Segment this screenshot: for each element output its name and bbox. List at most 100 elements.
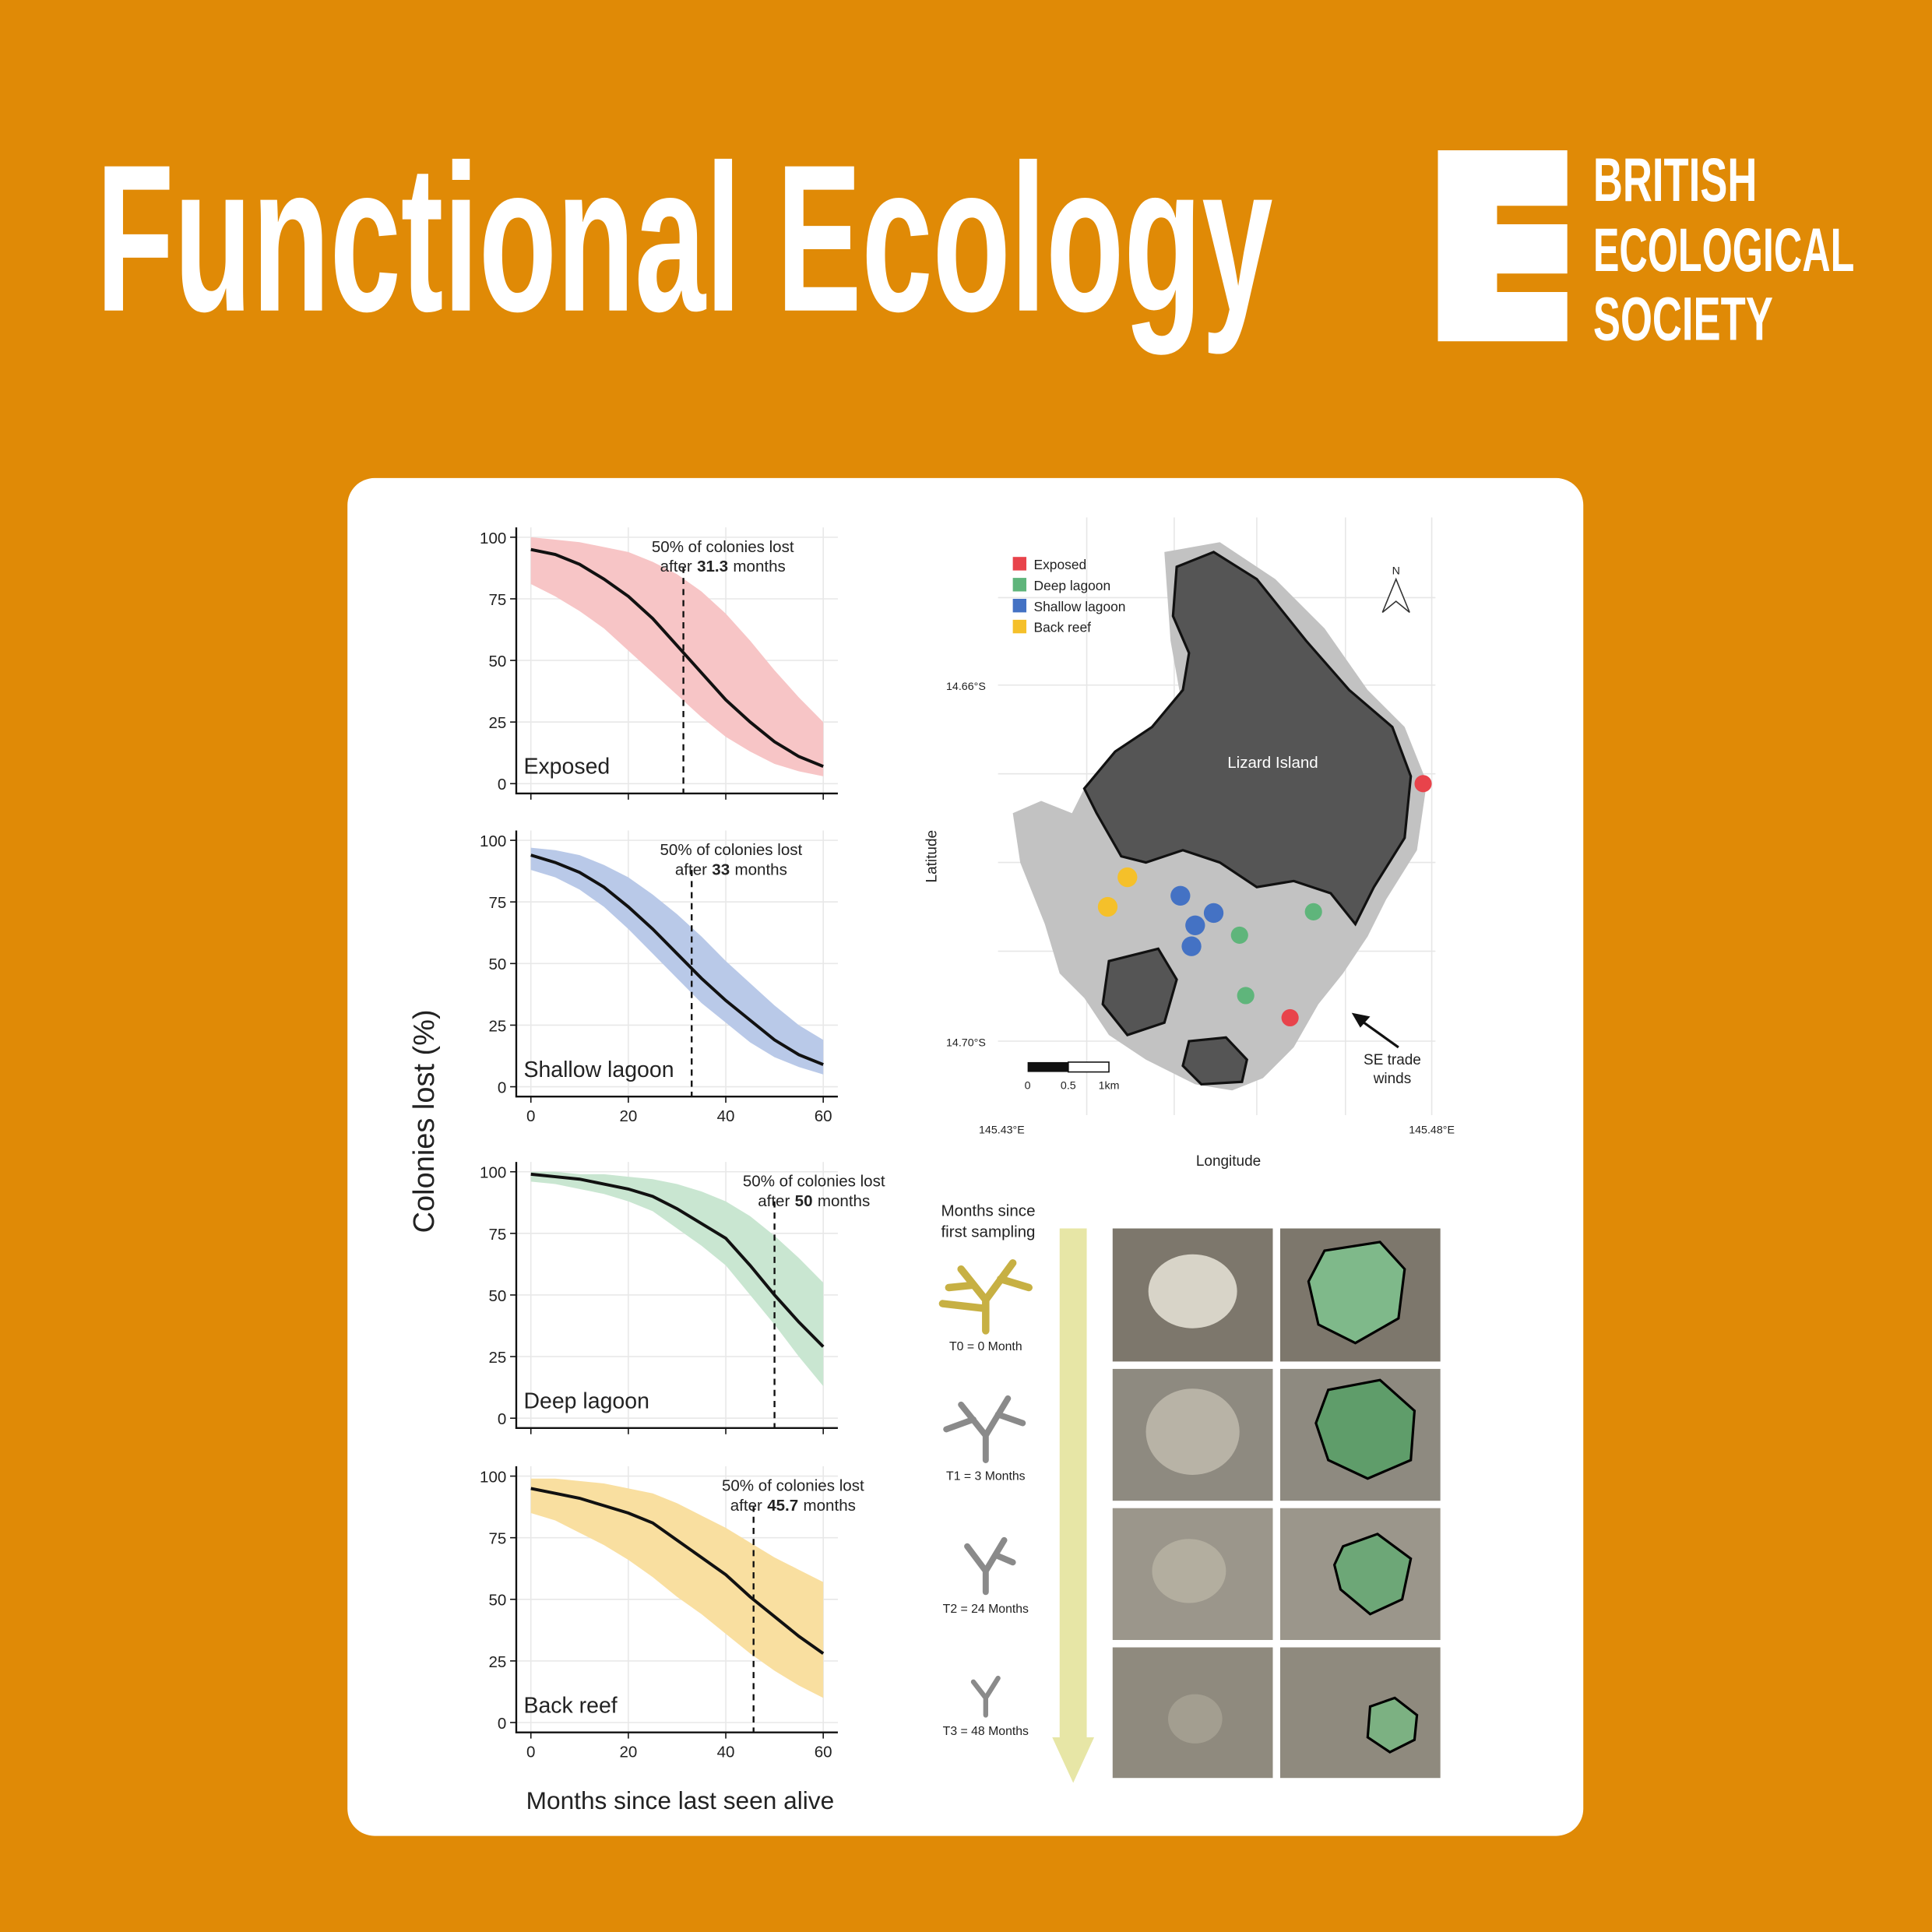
x-tick-label: 20 (619, 1107, 637, 1125)
annotation-text: months (734, 860, 787, 878)
annotation-text: after (730, 1497, 762, 1515)
annotation: 50% of colonies lost (652, 538, 794, 556)
y-tick-label: 75 (488, 1226, 506, 1244)
legend-swatch (1012, 578, 1027, 592)
annotation-text: months (804, 1497, 856, 1515)
wind-label: winds (1373, 1071, 1412, 1087)
map-x-title: Longitude (1196, 1153, 1261, 1170)
y-tick-label: 25 (488, 714, 506, 732)
axis-line (515, 1466, 838, 1733)
legend-label: Exposed (1034, 557, 1087, 572)
coral-outline (1314, 1378, 1416, 1480)
y-tick-label: 0 (498, 1079, 506, 1096)
annotation: after 33 months (675, 860, 787, 878)
logo-text: SOCIETY (1593, 284, 1773, 354)
logo-mark (1438, 150, 1568, 342)
legend-label: Deep lagoon (1034, 578, 1111, 593)
island-label: Lizard Island (1227, 754, 1318, 772)
y-tick-label: 100 (480, 1164, 506, 1182)
coral (1148, 1254, 1237, 1328)
y-tick-label: 50 (488, 1592, 506, 1610)
axis-line (515, 1162, 838, 1430)
annotation-text: after (675, 860, 707, 878)
sites (1097, 775, 1432, 1027)
site (1097, 896, 1118, 917)
coral (1167, 1694, 1223, 1744)
y-axis-title: Colonies lost (%) (408, 1009, 441, 1233)
x-tick-label: 0 (526, 1107, 535, 1125)
legend-swatch (1012, 598, 1027, 613)
north-arrow (1381, 577, 1410, 614)
panel-label: Deep lagoon (523, 1389, 649, 1414)
annotation-text: months (733, 558, 785, 575)
y-tick-label: 75 (488, 1530, 506, 1548)
logo-text: ECOLOGICAL (1593, 215, 1854, 284)
x-tick-label: 40 (717, 1743, 735, 1761)
mean-line (530, 547, 824, 769)
coral (1145, 1388, 1240, 1475)
legend-swatch (1012, 557, 1027, 571)
annotation-text: after (660, 558, 692, 575)
axis-line (515, 527, 838, 795)
island (1082, 551, 1413, 927)
y-tick-label: 100 (480, 832, 506, 850)
coral-outline (1332, 1533, 1413, 1616)
legend-label: Shallow lagoon (1034, 599, 1126, 614)
site (1281, 1008, 1299, 1027)
lon-label: 145.43°E (979, 1124, 1025, 1137)
y-tick-label: 100 (480, 530, 506, 547)
wind-label: SE trade (1364, 1052, 1421, 1068)
time-arrow (1052, 1228, 1095, 1783)
x-tick-label: 20 (619, 1743, 637, 1761)
y-tick-label: 0 (498, 1715, 506, 1733)
confidence-band (530, 1171, 824, 1387)
confidence-band (530, 847, 824, 1075)
photo (1279, 1647, 1441, 1779)
step-label: T2 = 24 Months (943, 1603, 1029, 1616)
scale-label: 0 (1025, 1080, 1031, 1093)
map-y-title: Latitude (924, 830, 941, 883)
north-label: N (1392, 565, 1400, 577)
site (1185, 915, 1205, 935)
site (1117, 867, 1138, 888)
legend-label: Back reef (1034, 620, 1092, 635)
y-tick-label: 50 (488, 955, 506, 973)
axis-line (515, 830, 838, 1098)
x-tick-label: 60 (815, 1107, 832, 1125)
x-tick-label: 0 (526, 1743, 535, 1761)
coral-outline (1366, 1696, 1419, 1754)
annotation: after 31.3 months (660, 558, 786, 575)
y-tick-label: 100 (480, 1468, 506, 1486)
site (1304, 903, 1322, 920)
confidence-band (530, 537, 824, 776)
logo-text: BRITISH (1593, 145, 1757, 214)
y-tick-label: 25 (488, 1017, 506, 1035)
site (1230, 926, 1248, 945)
annotation: 50% of colonies lost (743, 1173, 885, 1191)
lon-label: 145.48°E (1409, 1124, 1455, 1137)
islet (1181, 1036, 1248, 1086)
annotation: after 45.7 months (730, 1497, 856, 1515)
annotation-value: 45.7 (767, 1497, 798, 1515)
photos (1112, 1228, 1441, 1779)
timeline: Months since first sampling T0 = 0 Month… (938, 1202, 1441, 1783)
annotation-value: 33 (712, 860, 730, 878)
panel-label: Shallow lagoon (523, 1057, 674, 1082)
y-tick-label: 75 (488, 591, 506, 609)
mean-line (530, 1487, 825, 1656)
step-label: T0 = 0 Month (949, 1340, 1022, 1353)
journal-title: Functional Ecology (96, 121, 1273, 357)
confidence-band (530, 1478, 824, 1698)
step-label: T3 = 48 Months (943, 1725, 1029, 1738)
lat-label: 14.66°S (946, 681, 986, 693)
site (1237, 987, 1255, 1005)
y-tick-label: 0 (498, 776, 506, 794)
scale-bar (1027, 1061, 1068, 1072)
step-label: T1 = 3 Months (946, 1469, 1026, 1483)
site (1170, 885, 1191, 906)
site (1414, 775, 1432, 793)
annotation-text: months (818, 1192, 870, 1210)
